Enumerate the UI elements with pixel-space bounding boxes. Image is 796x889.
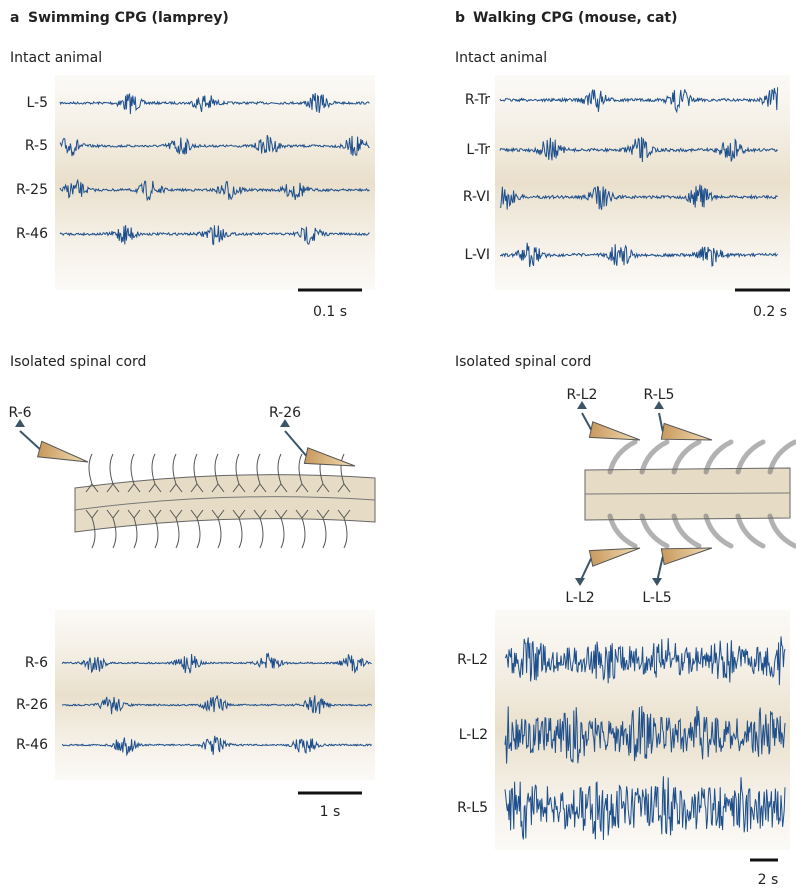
label: R-6 bbox=[8, 405, 31, 421]
label: Intact animal bbox=[10, 50, 102, 66]
label: R-6 bbox=[25, 655, 48, 671]
label: R-L2 bbox=[457, 652, 488, 668]
label: R-VI bbox=[463, 189, 490, 205]
electrode-wire bbox=[659, 413, 663, 431]
label: Walking CPG (mouse, cat) bbox=[473, 10, 678, 26]
electrode bbox=[38, 441, 90, 469]
background bbox=[55, 610, 375, 780]
arrow bbox=[575, 578, 585, 586]
label: R-26 bbox=[269, 405, 301, 421]
electrode-wire bbox=[285, 431, 306, 456]
background bbox=[495, 75, 790, 290]
label: L-Tr bbox=[466, 142, 490, 158]
layer: a Swimming CPG (lamprey) Intact animal L-5 R… bbox=[8, 10, 795, 888]
label: 2 s bbox=[758, 872, 779, 888]
label: 0.2 s bbox=[753, 304, 787, 320]
electrode-wire bbox=[582, 413, 591, 430]
label: Swimming CPG (lamprey) bbox=[28, 10, 229, 26]
label: L-L2 bbox=[459, 727, 488, 743]
arrow bbox=[652, 578, 662, 586]
label: 0.1 s bbox=[313, 304, 347, 320]
background bbox=[55, 75, 375, 290]
electrode bbox=[661, 540, 713, 564]
label: R-L5 bbox=[644, 387, 675, 403]
label: R-46 bbox=[16, 737, 48, 753]
electrode-tip bbox=[661, 540, 713, 564]
label: 1 s bbox=[320, 804, 341, 820]
label: a bbox=[10, 10, 19, 26]
figure: a Swimming CPG (lamprey) Intact animal L-5 R… bbox=[0, 0, 796, 889]
label: R-L5 bbox=[457, 800, 488, 816]
label: L-VI bbox=[465, 247, 491, 263]
label: R-25 bbox=[16, 182, 48, 198]
electrode-tip bbox=[304, 448, 356, 474]
electrode-tip bbox=[38, 441, 90, 469]
spinal-cord bbox=[75, 475, 375, 532]
electrode bbox=[661, 423, 713, 447]
label: Isolated spinal cord bbox=[455, 354, 591, 370]
label: L-L5 bbox=[642, 590, 671, 606]
label: Isolated spinal cord bbox=[10, 354, 146, 370]
label: Intact animal bbox=[455, 50, 547, 66]
label: b bbox=[455, 10, 465, 26]
electrode-wire bbox=[20, 431, 40, 449]
label: R-5 bbox=[25, 138, 48, 154]
label: R-46 bbox=[16, 226, 48, 242]
label: R-26 bbox=[16, 697, 48, 713]
label: L-L2 bbox=[565, 590, 594, 606]
label: L-5 bbox=[26, 95, 48, 111]
electrode-tip bbox=[661, 423, 713, 447]
label: R-L2 bbox=[567, 387, 598, 403]
label: R-Tr bbox=[465, 92, 490, 108]
electrode bbox=[304, 448, 356, 474]
